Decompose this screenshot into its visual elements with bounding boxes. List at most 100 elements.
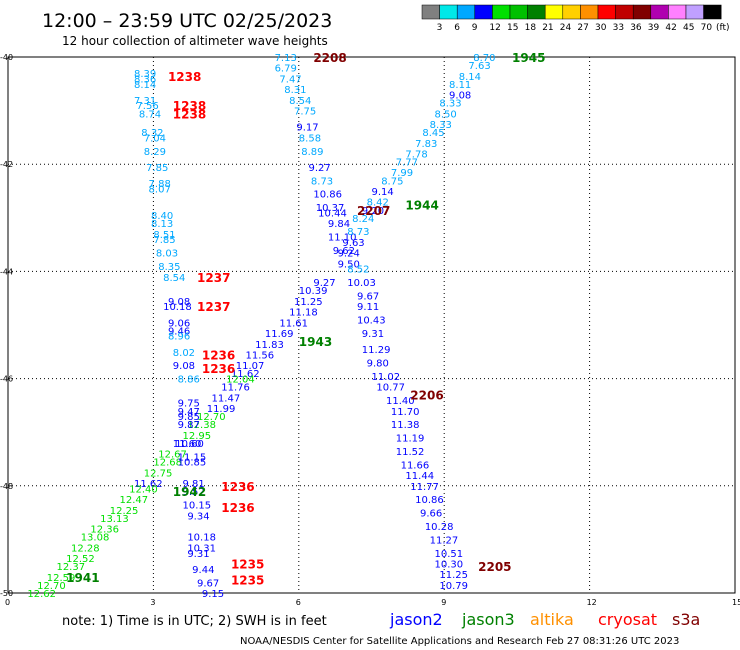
- swh-observation: 10.39: [299, 286, 328, 297]
- chart-subtitle: 12 hour collection of altimeter wave hei…: [62, 34, 328, 48]
- swh-observation: 7.63: [468, 61, 490, 72]
- pass-time-label: 1942: [173, 485, 206, 499]
- pass-time-label: 2207: [357, 204, 390, 218]
- pass-time-label: 2205: [478, 560, 511, 574]
- swh-observation: 9.67: [357, 292, 379, 303]
- colorbar-swatch: [509, 4, 528, 20]
- swh-observation: 12.70: [37, 581, 66, 592]
- swh-observation: 7.13: [275, 53, 297, 64]
- swh-observation: 11.19: [396, 434, 425, 445]
- swh-observation: 8.50: [435, 109, 457, 120]
- colorbar-label: 30: [595, 23, 607, 33]
- swh-observation: 11.07: [236, 361, 265, 372]
- swh-observation: 12.70: [197, 412, 226, 423]
- swh-observation: 9.08: [173, 361, 195, 372]
- swh-observation: 10.44: [318, 208, 347, 219]
- pass-time-label: 1235: [231, 558, 264, 572]
- colorbar-label: 15: [507, 23, 518, 33]
- footer-credit: NOAA/NESDIS Center for Satellite Applica…: [240, 636, 679, 647]
- colorbar-swatch: [456, 4, 476, 20]
- swh-observation: 11.02: [372, 372, 401, 383]
- swh-observation: 11.76: [221, 383, 250, 394]
- colorbar-swatch: [668, 4, 687, 20]
- swh-observation: 10.31: [187, 543, 216, 554]
- colorbar-swatch: [650, 4, 669, 20]
- swh-observation: 9.66: [420, 509, 442, 520]
- satellite-legend-item: s3a: [672, 610, 700, 629]
- swh-observation: 11.69: [265, 329, 294, 340]
- swh-observation: 9.80: [367, 359, 389, 370]
- colorbar-swatch: [562, 4, 581, 20]
- swh-observation: 11.60: [173, 439, 202, 450]
- observation-labels: 7.136.797.478.318.547.759.178.588.899.27…: [27, 53, 495, 600]
- swh-observation: 8.42: [367, 198, 389, 209]
- swh-observation: 10.51: [435, 549, 464, 560]
- swh-observation: 8.58: [299, 133, 321, 144]
- colorbar-swatch: [492, 4, 511, 20]
- colorbar-label: 70: [701, 23, 713, 33]
- swh-observation: 10.77: [376, 383, 405, 394]
- satellite-legend-item: cryosat: [598, 610, 657, 629]
- swh-observation: 11.47: [212, 393, 241, 404]
- swh-observation: 10.30: [435, 560, 464, 571]
- plot-frame: [7, 56, 736, 594]
- swh-observation: 8.54: [163, 273, 185, 284]
- swh-observation: 11.15: [178, 452, 207, 463]
- colorbar-legend: 3 6 9 12 15 18 21 24 27 30 33 36 39 42 45 70 (ft): [421, 4, 730, 33]
- swh-observation: 12.38: [187, 420, 216, 431]
- swh-observation: 8.70: [473, 53, 495, 64]
- swh-observation: 7.56: [136, 101, 158, 112]
- grid-lines: [8, 57, 735, 593]
- swh-observation: 8.36: [134, 74, 156, 85]
- colorbar-swatch: [439, 4, 458, 20]
- satellite-legend: jason2 jason3 altika cryosat s3a: [389, 610, 700, 629]
- swh-observation: 10.15: [182, 501, 211, 512]
- x-tick-label: 3: [150, 598, 155, 607]
- swh-observation: 11.25: [439, 570, 468, 581]
- swh-observation: 10.03: [347, 278, 376, 289]
- colorbar-swatch: [527, 4, 546, 20]
- satellite-legend-item: jason2: [389, 610, 443, 629]
- swh-observation: 12.95: [182, 431, 211, 442]
- swh-observation: 8.45: [422, 128, 444, 139]
- swh-observation: 9.46: [168, 326, 190, 337]
- x-tick-label: 0: [5, 598, 10, 607]
- swh-observation: 8.75: [381, 176, 403, 187]
- satellite-legend-item: altika: [530, 610, 574, 629]
- colorbar-swatch: [580, 4, 599, 20]
- pass-time-label: 2208: [313, 51, 346, 65]
- swh-observation: 12.68: [153, 458, 182, 469]
- colorbar-swatch: [615, 4, 634, 20]
- colorbar-label: 33: [613, 23, 624, 33]
- y-tick-label: -46: [0, 375, 13, 384]
- swh-observation: 12.28: [71, 543, 100, 554]
- pass-time-label: 1943: [299, 335, 332, 349]
- colorbar-label: 42: [665, 23, 676, 33]
- colorbar-label: 3: [437, 23, 443, 33]
- swh-observation: 11.18: [289, 308, 318, 319]
- swh-observation: 8.11: [449, 80, 471, 91]
- swh-observation: 9.87: [178, 420, 200, 431]
- colorbar-swatch: [544, 4, 564, 20]
- swh-observation: 8.13: [151, 219, 173, 230]
- swh-observation: 9.34: [187, 511, 209, 522]
- swh-observation: 11.77: [410, 482, 439, 493]
- swh-observation: 9.17: [296, 123, 318, 134]
- swh-observation: 6.79: [275, 64, 297, 75]
- swh-observation: 8.02: [173, 348, 195, 359]
- x-tick-label: 9: [441, 598, 446, 607]
- pass-time-label: 1236: [221, 501, 254, 515]
- swh-observation: 8.51: [153, 230, 175, 241]
- x-tick-label: 6: [296, 598, 301, 607]
- pass-time-label: 1944: [405, 198, 438, 212]
- swh-observation: 10.37: [316, 203, 345, 214]
- swh-observation: 10.79: [439, 581, 468, 592]
- swh-observation: 11.56: [245, 350, 274, 361]
- colorbar-swatch: [474, 4, 493, 20]
- swh-observation: 12.40: [129, 484, 158, 495]
- swh-observation: 8.14: [459, 72, 481, 83]
- axis-ticks: 0 3 6 9 12 15 -40 -42 -44 -46 -48 -50: [0, 53, 740, 607]
- pass-time-label: 1238: [173, 107, 206, 121]
- y-tick-label: -50: [0, 589, 13, 598]
- x-tick-label: 12: [587, 598, 597, 607]
